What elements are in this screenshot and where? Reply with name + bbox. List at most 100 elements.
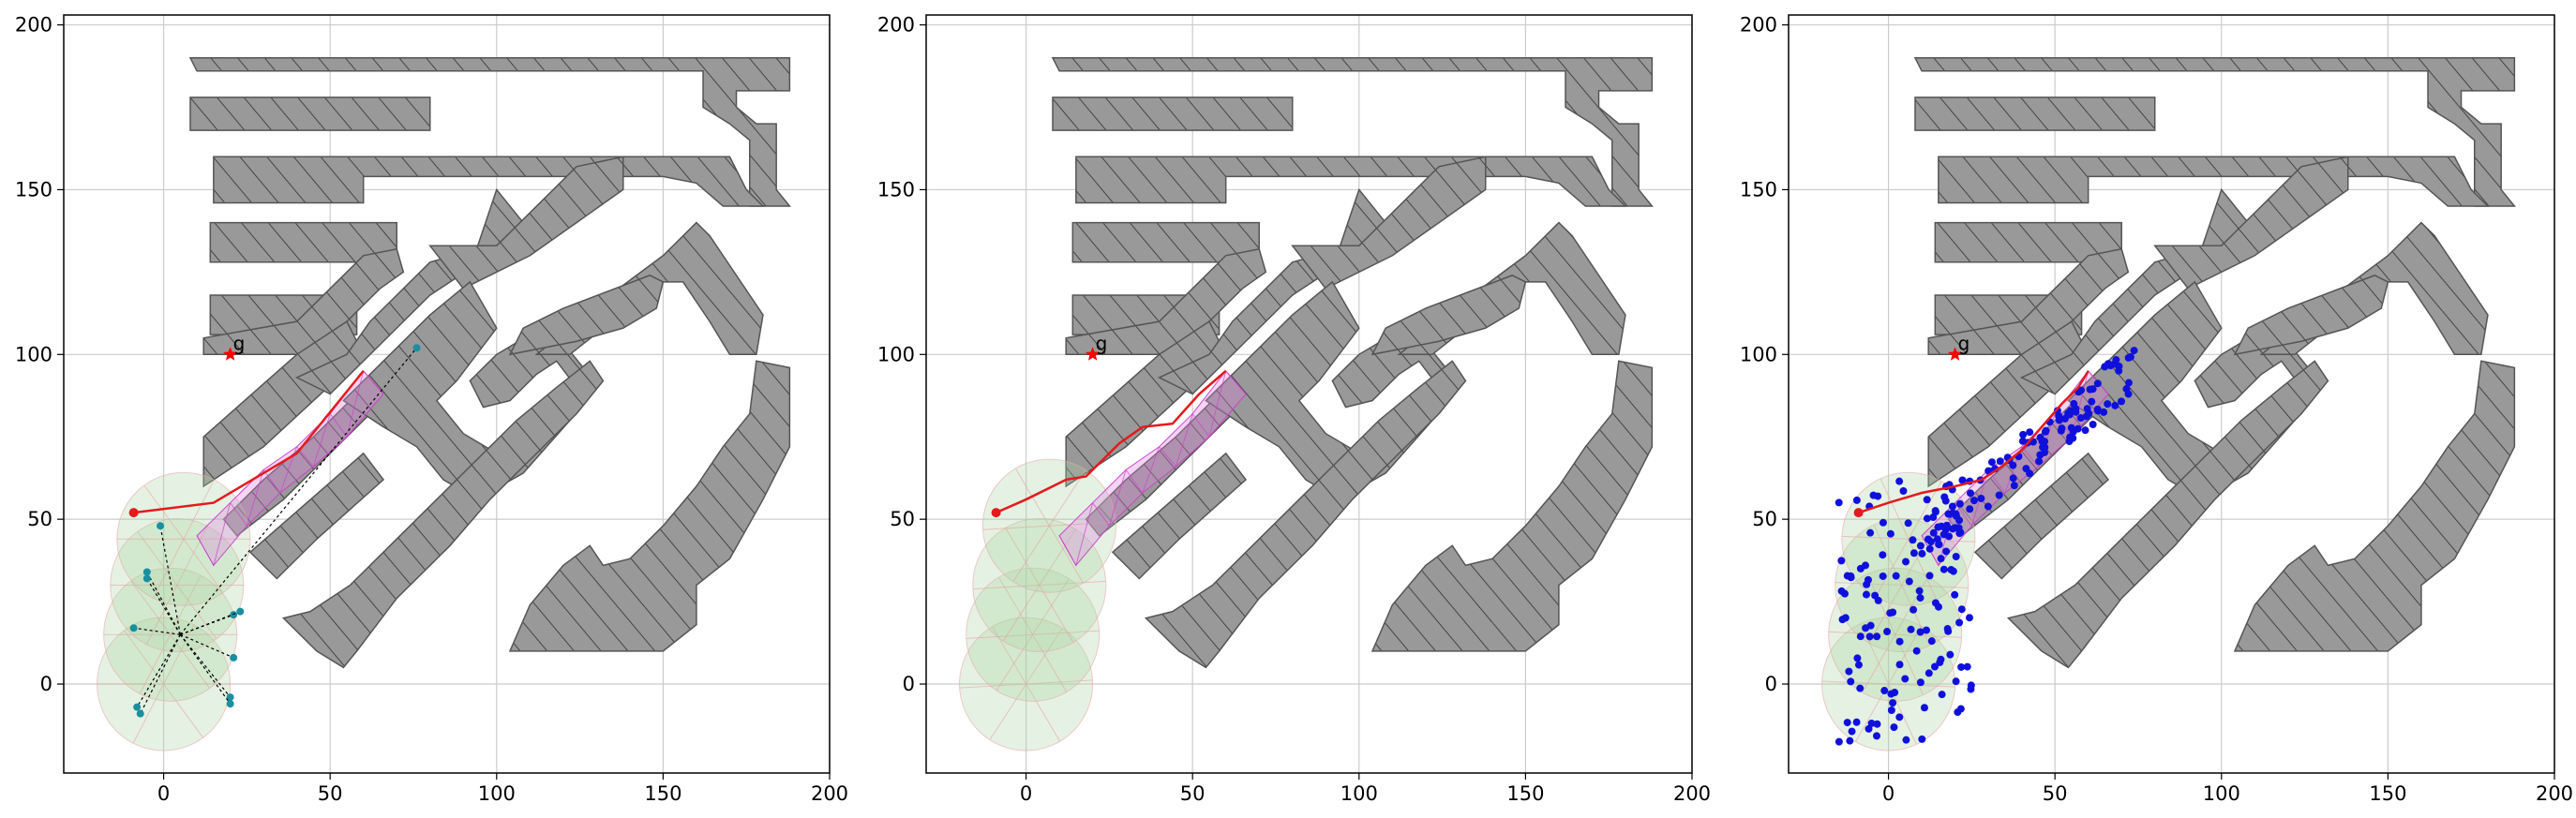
tree-node [1920, 704, 1928, 712]
tree-node [2115, 362, 2123, 370]
tree-node [2065, 438, 2074, 446]
tree-node [1847, 677, 1855, 686]
tree-node [1899, 486, 1908, 495]
tree-node [2085, 409, 2093, 418]
tree-node [1846, 736, 1854, 745]
tree-node [1873, 720, 1881, 728]
tree-node [1934, 523, 1942, 531]
x-tick-label: 50 [1180, 782, 1206, 805]
goal-marker [223, 347, 238, 361]
tree-node [1856, 632, 1865, 641]
tree-node [2018, 437, 2027, 445]
tree-node [1957, 605, 1966, 614]
waypoint-sample-point [230, 653, 238, 662]
sample-edge [133, 627, 181, 635]
obstacle [2153, 156, 2349, 290]
tree-node [1916, 542, 1925, 550]
waypoint-sample-point [133, 703, 142, 711]
tree-node [1929, 513, 1938, 522]
corridor-triangle [1092, 469, 1127, 528]
tree-node [2088, 397, 2096, 406]
tree-node [1955, 529, 1964, 538]
waypoint-sample-point [142, 568, 151, 576]
tree-node [1895, 477, 1904, 485]
y-tick-label: 150 [15, 178, 52, 201]
axes-frame [925, 14, 1693, 774]
tree-node [1864, 575, 1872, 584]
circle-chord [130, 581, 210, 689]
tree-node [1984, 502, 1992, 511]
tree-node [1965, 614, 1973, 622]
obstacle [189, 97, 431, 131]
obstacle [281, 360, 605, 669]
y-tick-label: 0 [40, 673, 52, 695]
y-tick-label: 200 [1740, 14, 1777, 37]
tree-node [2093, 407, 2102, 415]
tree-node [1854, 661, 1863, 669]
tree-node [1872, 732, 1880, 740]
plot-area: g [1821, 56, 2516, 751]
tree-node [1996, 457, 2004, 466]
tree-node [1886, 529, 1895, 538]
tree-node [1948, 502, 1956, 511]
tree-node [1939, 565, 1948, 573]
obstacle [1370, 360, 1654, 652]
obstacle [1144, 360, 1467, 669]
tree-node [1927, 637, 1936, 646]
tree-node [1918, 549, 1926, 558]
tree-node [2067, 424, 2075, 432]
waypoint-sample-point [136, 709, 144, 718]
y-tick-label: 100 [15, 343, 52, 365]
tree-node [1969, 497, 1978, 505]
tree-node [1852, 496, 1861, 504]
tree-node [1862, 561, 1870, 570]
tree-node [1874, 596, 1882, 604]
tree-node [1880, 687, 1889, 695]
tree-node [1957, 662, 1966, 671]
corridor-triangle [262, 446, 298, 495]
corridor-triangle [196, 502, 232, 567]
tree-node [1923, 514, 1931, 523]
corridor-triangle [2088, 370, 2109, 394]
tree-node [1952, 512, 1960, 520]
tree-node [1866, 621, 1875, 630]
x-tick-label: 100 [1340, 782, 1378, 805]
y-tick-label: 50 [890, 508, 915, 530]
goal-label: g [1958, 332, 1970, 354]
y-tick-label: 150 [1740, 178, 1777, 201]
tree-node [2089, 385, 2097, 394]
tree-node [2076, 414, 2085, 423]
obstacle [1052, 97, 1294, 131]
obstacle [1913, 56, 2516, 207]
obstacle [428, 156, 624, 290]
tree-node [2009, 461, 2017, 469]
x-tick-label: 200 [1673, 782, 1711, 805]
y-tick-label: 200 [877, 14, 915, 37]
y-tick-label: 50 [27, 508, 52, 530]
tree-node [1951, 590, 1959, 599]
tree-node [1889, 699, 1897, 707]
tree-node [1843, 572, 1851, 580]
x-tick-label: 50 [318, 782, 343, 805]
tree-node [1926, 538, 1935, 546]
plot-area: g [97, 56, 791, 751]
sample-edge [180, 633, 234, 659]
waypoint-sample-point [129, 624, 138, 632]
tree-node [1902, 736, 1910, 744]
tree-node [1918, 735, 1926, 743]
corridor-triangle [1058, 502, 1094, 567]
tree-node [1879, 572, 1887, 580]
tree-node [2041, 448, 2049, 456]
tree-node [1966, 505, 1974, 513]
waypoint-sample-point [226, 700, 234, 708]
tree-node [1901, 675, 1910, 683]
tree-node [1837, 557, 1846, 565]
tree-node [2089, 420, 2097, 428]
corridor-triangle [230, 469, 264, 528]
obstacle [2233, 360, 2516, 652]
plot-area: g [959, 56, 1654, 751]
tree-node [2053, 407, 2061, 415]
corridor-triangle [1159, 413, 1193, 468]
corridor-triangle [1191, 370, 1227, 439]
x-tick-label: 50 [2043, 782, 2068, 805]
